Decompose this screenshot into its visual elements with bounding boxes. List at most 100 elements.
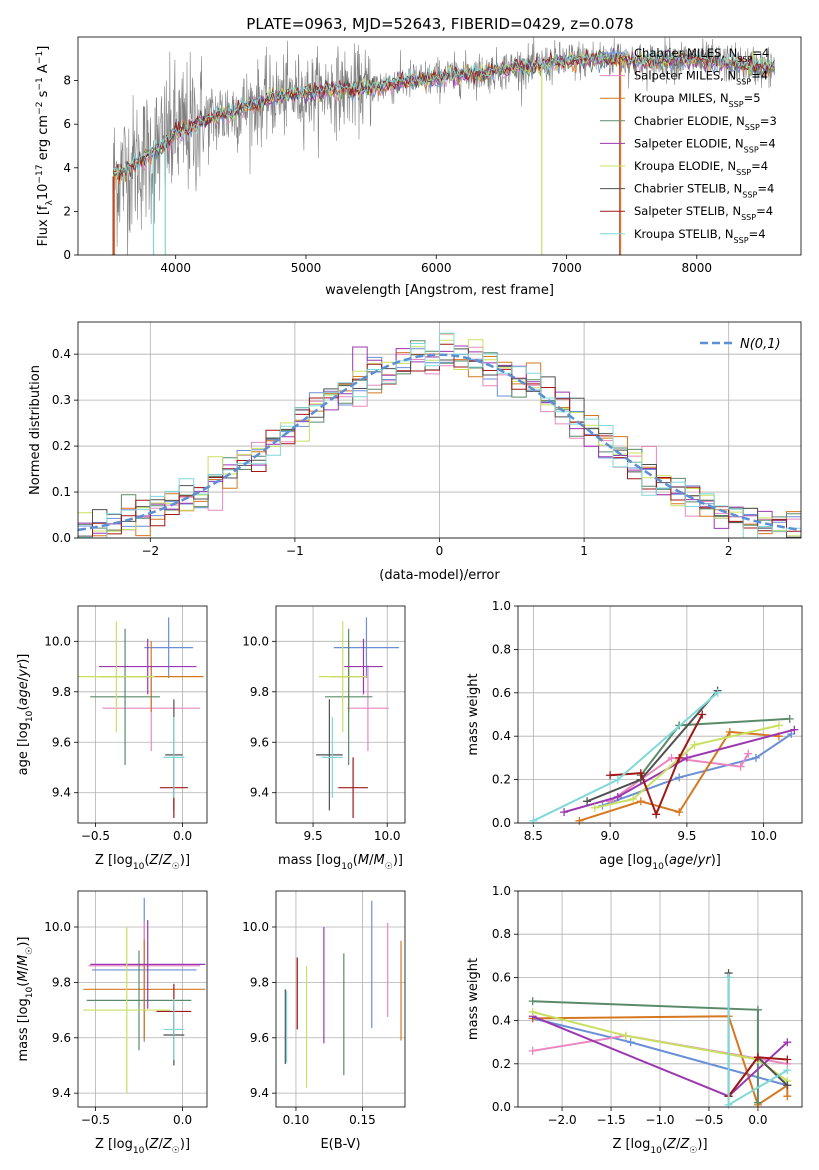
- y-tick-label: 0.4: [492, 1014, 511, 1028]
- label-part: age [log: [599, 853, 652, 868]
- x-axis-label: Z [log10(Z/Z☉)]: [95, 1137, 190, 1156]
- data-point-marker: [783, 1038, 792, 1047]
- label-part: (: [662, 1137, 667, 1152]
- x-tick-label: 0.10: [283, 1113, 310, 1127]
- y-tick-label: 0.6: [492, 970, 511, 984]
- x-tick-label: −1.0: [645, 1113, 674, 1127]
- data-point-marker: [529, 816, 538, 825]
- axes-frame: [77, 36, 802, 256]
- data-point-marker: [744, 749, 753, 758]
- y-tick-label: 9.4: [52, 786, 71, 800]
- data-point-marker: [606, 771, 615, 780]
- label-part: SSP: [729, 100, 744, 109]
- label-part: ]: [36, 46, 51, 51]
- label-part: ☉: [689, 1146, 697, 1156]
- y-tick-label: 0.3: [52, 393, 71, 407]
- label-part: (: [144, 1137, 149, 1152]
- y-axis-label: mass weight: [466, 673, 481, 755]
- y-tick-label: 0.2: [492, 773, 511, 787]
- y-tick-label: 0.0: [492, 1100, 511, 1114]
- label-part: 10: [25, 987, 35, 999]
- label-part: s: [36, 90, 51, 101]
- gaussian-curve: [78, 353, 801, 532]
- y-tick-label: 9.8: [250, 685, 269, 699]
- y-tick-label: 6: [63, 117, 71, 131]
- label-part: (: [16, 705, 31, 710]
- label-part: =4: [751, 159, 768, 173]
- data-point-marker: [652, 810, 661, 819]
- data-point-marker: [698, 710, 707, 719]
- label-part: age: [669, 853, 693, 868]
- data-point-marker: [724, 1100, 733, 1109]
- legend-label: Kroupa MILES, NSSP=5: [634, 91, 761, 109]
- label-part: ☉: [25, 947, 35, 955]
- label-part: E(B-V): [320, 1137, 360, 1152]
- data-point-marker: [575, 816, 584, 825]
- label-part: yr: [697, 853, 713, 868]
- x-axis-label: (data-model)/error: [379, 568, 500, 583]
- data-point-marker: [790, 725, 799, 734]
- data-point-marker: [621, 1031, 630, 1040]
- y-tick-label: 0.8: [492, 642, 511, 656]
- y-tick-label: 4: [63, 161, 71, 175]
- label-part: 10: [650, 1146, 662, 1156]
- label-part: Chabrier ELODIE, N: [634, 114, 745, 128]
- histogram-step-line: [78, 332, 801, 538]
- data-point-marker: [636, 797, 645, 806]
- label-part: SSP: [744, 145, 759, 154]
- y-axis-label: Normed distribution: [28, 365, 43, 495]
- spectrum-panel: 4000 5000 6000 7000 8000 0 2 4 6 8 Chabrier MILES,…: [35, 36, 802, 298]
- x-axis-label: age [log10(age/yr)]: [599, 853, 721, 872]
- label-part: =4: [756, 204, 773, 218]
- y-tick-label: 10.0: [242, 634, 269, 648]
- data-point-marker: [528, 1046, 537, 1055]
- label-part: 10: [652, 862, 664, 872]
- y-tick-label: 9.4: [52, 1086, 71, 1100]
- legend-label: Chabrier MILES, NSSP=4: [634, 46, 769, 64]
- y-tick-label: 9.8: [52, 685, 71, 699]
- data-point-marker: [636, 769, 645, 778]
- y-tick-label: 1.0: [492, 599, 511, 613]
- model-spectrum-line: [112, 43, 775, 178]
- residuals-panel: −2 −1 0 1 2 0.0 0.1 0.2 0.3 0.4 N(0,1) (data-model)…: [28, 321, 802, 583]
- data-point-marker: [783, 1081, 792, 1090]
- label-part: −17: [35, 164, 45, 183]
- label-part: ☉: [172, 1146, 180, 1156]
- y-axis-label: Flux [fλ10−17 erg cm−2 s−1 A−1]: [35, 46, 55, 247]
- x-tick-label: −1: [286, 544, 304, 558]
- label-part: Chabrier STELIB, N: [634, 182, 742, 196]
- data-point-marker: [629, 795, 638, 804]
- x-tick-label: 5000: [291, 261, 322, 275]
- data-point-marker: [675, 773, 684, 782]
- label-part: mass [log: [278, 853, 341, 868]
- data-point-marker: [724, 973, 733, 982]
- label-part: )]: [16, 937, 31, 947]
- label-part: =4: [751, 69, 768, 83]
- label-part: /: [158, 853, 163, 868]
- label-part: =3: [760, 114, 777, 128]
- data-point-marker: [560, 808, 569, 817]
- data-point-marker: [590, 803, 599, 812]
- x-axis-label: Z [log10(Z/Z☉)]: [95, 853, 190, 872]
- label-part: Salpeter MILES, N: [634, 69, 736, 83]
- label-part: )]: [697, 1137, 707, 1152]
- label-part: Z [log: [612, 1137, 650, 1152]
- label-part: Z: [162, 1137, 173, 1152]
- data-point-marker: [583, 797, 592, 806]
- label-part: )]: [393, 853, 403, 868]
- figure-title: PLATE=0963, MJD=52643, FIBERID=0429, z=0…: [246, 15, 633, 33]
- legend-label: Chabrier ELODIE, NSSP=3: [634, 114, 777, 132]
- label-part: M: [358, 853, 369, 868]
- data-point-marker: [713, 688, 722, 697]
- label-part: (: [16, 982, 31, 987]
- y-tick-label: 10.0: [44, 920, 71, 934]
- x-tick-label: 8000: [682, 261, 713, 275]
- y-tick-label: 1.0: [492, 884, 511, 898]
- label-part: 10: [341, 862, 353, 872]
- y-tick-label: 9.4: [250, 1086, 269, 1100]
- label-part: =4: [749, 227, 766, 241]
- label-part: Chabrier MILES, N: [634, 46, 737, 60]
- y-tick-label: 10.0: [242, 920, 269, 934]
- label-part: Z: [679, 1137, 690, 1152]
